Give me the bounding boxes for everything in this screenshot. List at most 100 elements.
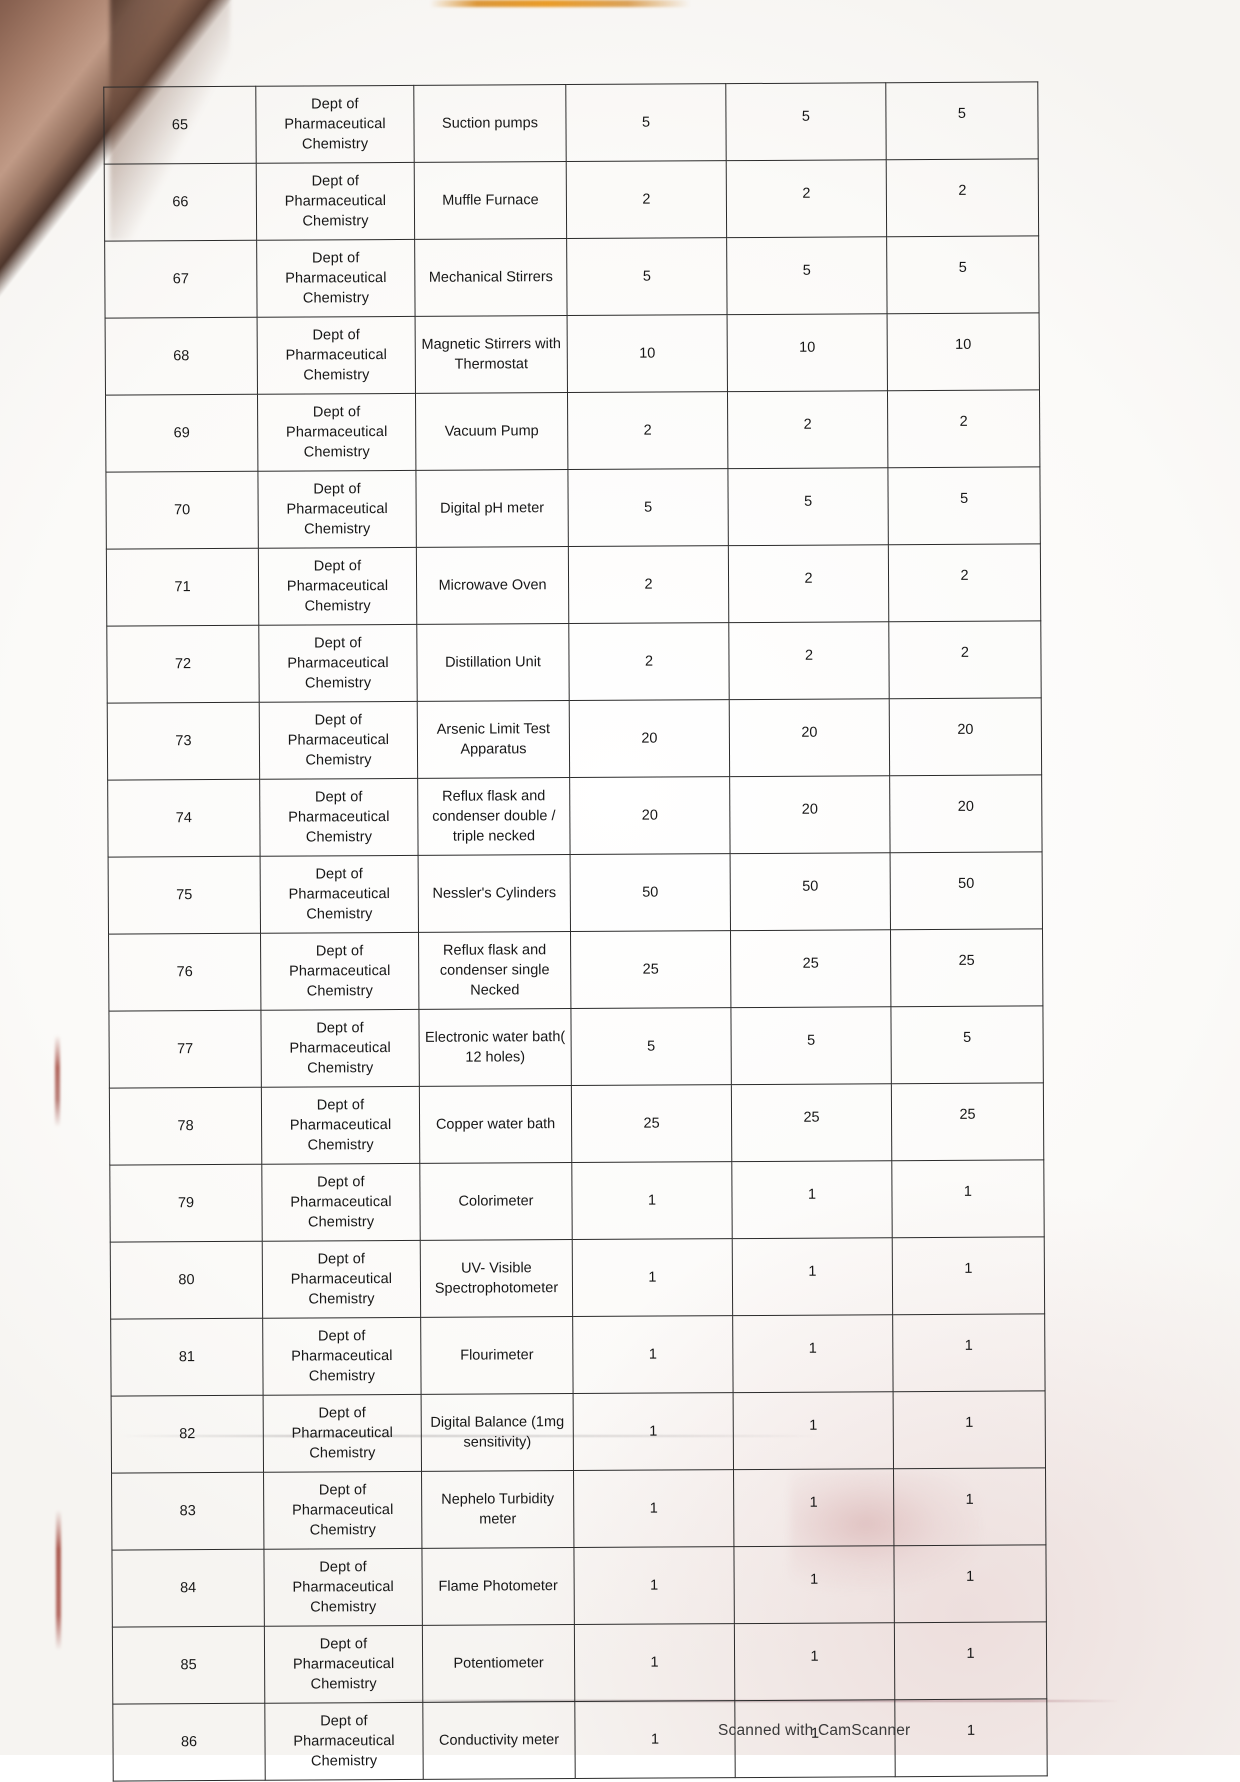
cell-serial-number: 66	[104, 163, 257, 242]
cell-quantity-2: 5	[727, 467, 889, 546]
cell-quantity-1: 50	[570, 853, 731, 932]
cell-quantity-1: 10	[567, 314, 728, 393]
cell-quantity-2: 1	[733, 1391, 894, 1470]
cell-quantity-1: 5	[567, 468, 729, 547]
table-row: 66 Dept of Pharmaceutical Chemistry Muffle…	[104, 158, 1039, 242]
cell-equipment-name: Conductivity meter	[422, 1701, 576, 1780]
cell-quantity-2: 1	[733, 1468, 894, 1547]
equipment-inventory-table: 65 Dept of Pharmaceutical Chemistry Suctio…	[103, 81, 1048, 1782]
cell-quantity-3: 1	[892, 1236, 1045, 1315]
cell-equipment-name: Copper water bath	[419, 1085, 572, 1164]
cell-quantity-2: 25	[730, 929, 891, 1008]
camscanner-watermark: Scanned with CamScanner	[718, 1722, 911, 1739]
cell-quantity-3: 5	[887, 466, 1041, 545]
cell-quantity-3: 5	[886, 235, 1040, 314]
cell-quantity-3: 2	[888, 620, 1042, 699]
cell-department: Dept of Pharmaceutical Chemistry	[260, 855, 419, 934]
cell-quantity-3: 20	[889, 774, 1043, 853]
cell-quantity-3: 1	[893, 1390, 1046, 1469]
cell-serial-number: 81	[110, 1318, 264, 1397]
left-margin-red-mark	[55, 1035, 60, 1127]
cell-serial-number: 68	[105, 317, 258, 396]
cell-serial-number: 78	[109, 1087, 262, 1166]
cell-quantity-2: 1	[731, 1160, 893, 1239]
cell-quantity-2: 10	[727, 313, 888, 392]
cell-quantity-3: 25	[890, 928, 1043, 1007]
cell-department: Dept of Pharmaceutical Chemistry	[257, 470, 417, 549]
cell-serial-number: 86	[112, 1703, 266, 1782]
cell-serial-number: 79	[109, 1164, 263, 1243]
cell-quantity-1: 5	[570, 1007, 732, 1086]
cell-quantity-1: 25	[571, 1084, 732, 1163]
table-row: 77 Dept of Pharmaceutical Chemistry Electr…	[108, 1005, 1044, 1089]
cell-department: Dept of Pharmaceutical Chemistry	[264, 1702, 424, 1781]
cell-quantity-1: 2	[566, 160, 727, 239]
cell-serial-number: 74	[107, 779, 261, 858]
cell-equipment-name: Distillation Unit	[416, 623, 570, 702]
cell-quantity-3: 2	[888, 543, 1041, 622]
table-row: 74 Dept of Pharmaceutical Chemistry Reflux…	[107, 774, 1043, 858]
cell-quantity-3: 20	[889, 697, 1042, 776]
cell-department: Dept of Pharmaceutical Chemistry	[257, 316, 416, 395]
cell-department: Dept of Pharmaceutical Chemistry	[262, 1317, 422, 1396]
cell-serial-number: 70	[105, 471, 259, 550]
table-row: 84 Dept of Pharmaceutical Chemistry Flame …	[111, 1544, 1047, 1628]
cell-equipment-name: Electronic water bath( 12 holes)	[418, 1008, 572, 1087]
cell-quantity-1: 25	[570, 930, 731, 1009]
cell-quantity-2: 1	[732, 1237, 893, 1316]
cell-quantity-1: 2	[568, 545, 729, 624]
cell-equipment-name: Suction pumps	[413, 84, 567, 163]
cell-equipment-name: Digital Balance (1mg sensitivity)	[421, 1393, 574, 1472]
cell-department: Dept of Pharmaceutical Chemistry	[263, 1548, 423, 1627]
cell-quantity-3: 1	[893, 1467, 1046, 1546]
scan-bottom-edge-rule	[360, 1700, 1120, 1702]
cell-department: Dept of Pharmaceutical Chemistry	[262, 1240, 421, 1319]
cell-quantity-3: 2	[887, 389, 1040, 468]
cell-quantity-2: 2	[728, 544, 889, 623]
page-corner-fold-shadow-inner	[110, 0, 230, 240]
cell-quantity-2: 1	[734, 1622, 895, 1701]
cell-quantity-2: 5	[730, 1006, 892, 1085]
cell-quantity-1: 5	[566, 237, 728, 316]
table-row: 67 Dept of Pharmaceutical Chemistry Mechan…	[104, 235, 1040, 319]
cell-department: Dept of Pharmaceutical Chemistry	[259, 701, 418, 780]
table-row: 73 Dept of Pharmaceutical Chemistry Arseni…	[107, 697, 1042, 781]
cell-department: Dept of Pharmaceutical Chemistry	[256, 162, 415, 241]
table-row: 68 Dept of Pharmaceutical Chemistry Magnet…	[105, 312, 1040, 396]
cell-quantity-2: 2	[727, 390, 888, 469]
cell-equipment-name: Magnetic Stirrers with Thermostat	[415, 315, 568, 394]
table-body: 65 Dept of Pharmaceutical Chemistry Suctio…	[103, 81, 1048, 1782]
table-row: 71 Dept of Pharmaceutical Chemistry Microw…	[106, 543, 1041, 627]
cell-department: Dept of Pharmaceutical Chemistry	[258, 547, 417, 626]
cell-equipment-name: Colorimeter	[419, 1162, 573, 1241]
cell-serial-number: 72	[106, 625, 260, 704]
cell-serial-number: 67	[104, 240, 258, 319]
cell-quantity-3: 1	[891, 1159, 1045, 1238]
cell-quantity-2: 2	[726, 159, 887, 238]
cell-serial-number: 65	[103, 86, 257, 165]
cell-serial-number: 73	[107, 702, 260, 781]
cell-quantity-1: 2	[568, 622, 730, 701]
cell-serial-number: 85	[112, 1626, 265, 1705]
cell-quantity-1: 20	[569, 776, 731, 855]
table-row: 75 Dept of Pharmaceutical Chemistry Nessle…	[108, 851, 1043, 935]
table-row: 78 Dept of Pharmaceutical Chemistry Copper…	[109, 1082, 1044, 1166]
cell-quantity-1: 1	[573, 1392, 734, 1471]
cell-serial-number: 82	[111, 1395, 264, 1474]
cell-department: Dept of Pharmaceutical Chemistry	[260, 1009, 420, 1088]
cell-quantity-3: 25	[891, 1082, 1044, 1161]
cell-quantity-1: 1	[572, 1315, 734, 1394]
cell-quantity-3: 5	[885, 81, 1039, 160]
cell-department: Dept of Pharmaceutical Chemistry	[261, 1086, 420, 1165]
cell-equipment-name: Vacuum Pump	[415, 392, 568, 471]
scan-smudge-artifact	[790, 1470, 980, 1590]
cell-department: Dept of Pharmaceutical Chemistry	[260, 932, 419, 1011]
equipment-inventory-table-container: 65 Dept of Pharmaceutical Chemistry Suctio…	[103, 81, 1048, 1782]
cell-equipment-name: Muffle Furnace	[414, 161, 567, 240]
cell-equipment-name: Potentiometer	[422, 1624, 575, 1703]
cell-department: Dept of Pharmaceutical Chemistry	[255, 85, 415, 164]
cell-quantity-2: 25	[731, 1083, 892, 1162]
cell-equipment-name: Reflux flask and condenser single Necked	[418, 931, 571, 1010]
cell-serial-number: 80	[110, 1241, 263, 1320]
cell-serial-number: 77	[108, 1010, 262, 1089]
